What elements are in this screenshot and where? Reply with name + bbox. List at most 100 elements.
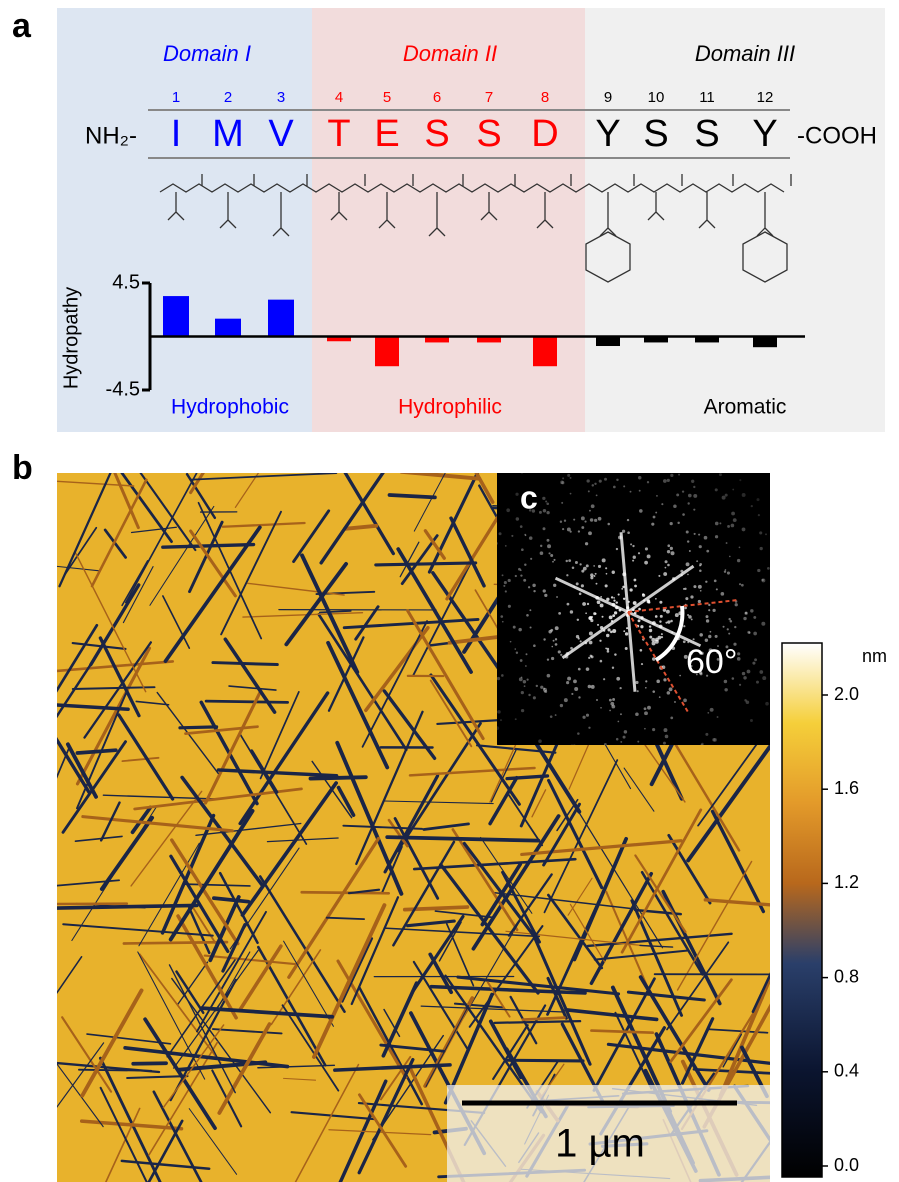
fft-speckle — [652, 728, 655, 731]
bar — [163, 296, 189, 336]
fft-speckle — [661, 503, 663, 505]
fft-speckle — [584, 521, 586, 523]
fft-speckle — [612, 614, 615, 617]
fft-speckle — [772, 505, 776, 509]
fft-speckle — [540, 686, 543, 689]
residue-letter: S — [643, 113, 668, 155]
fft-speckle — [691, 618, 693, 620]
fft-speckle — [590, 518, 593, 521]
fft-speckle — [588, 490, 590, 492]
fft-speckle — [753, 616, 756, 619]
fft-speckle — [596, 494, 598, 496]
fft-speckle — [577, 732, 579, 734]
residue-letter: V — [268, 113, 294, 155]
fft-speckle — [670, 522, 673, 525]
fft-speckle — [655, 462, 658, 465]
fft-speckle — [693, 638, 695, 640]
fft-speckle — [548, 630, 551, 633]
residue-letter: I — [171, 113, 182, 155]
fft-speckle — [744, 612, 747, 615]
fft-speckle — [594, 613, 596, 615]
fft-speckle — [687, 614, 689, 616]
fft-speckle — [504, 581, 507, 584]
fft-speckle — [659, 440, 663, 444]
fft-speckle — [543, 527, 546, 530]
fft-speckle — [725, 569, 727, 571]
fft-speckle — [581, 526, 584, 529]
fft-speckle — [653, 516, 656, 519]
fft-speckle — [780, 524, 782, 526]
fft-speckle — [710, 708, 714, 712]
fft-speckle — [553, 584, 556, 587]
fft-speckle — [580, 640, 582, 642]
fft-speckle — [520, 569, 522, 571]
fft-speckle — [719, 473, 722, 476]
afm-gap — [302, 892, 389, 893]
fft-speckle — [570, 477, 572, 479]
fft-speckle — [560, 654, 562, 656]
fft-speckle — [630, 491, 632, 493]
fft-speckle — [640, 625, 643, 628]
fft-speckle — [623, 736, 626, 739]
fft-speckle — [667, 550, 670, 553]
fft-speckle — [593, 470, 596, 473]
fft-speckle — [596, 699, 598, 701]
y-axis-label: Hydropathy — [60, 287, 82, 389]
fft-speckle — [607, 650, 610, 653]
fft-speckle — [727, 628, 729, 630]
fft-speckle — [667, 564, 670, 567]
afm-gap — [180, 727, 217, 728]
panel-label: a — [12, 7, 32, 45]
fft-speckle — [640, 649, 643, 652]
fft-speckle — [727, 571, 730, 574]
fft-speckle — [665, 560, 668, 563]
fft-speckle — [600, 707, 602, 709]
fft-speckle — [544, 690, 547, 693]
bar — [596, 337, 620, 347]
fft-speckle — [574, 687, 578, 691]
fft-speckle — [605, 567, 607, 569]
fft-speckle — [729, 556, 731, 558]
fft-speckle — [713, 738, 717, 742]
fft-speckle — [540, 551, 544, 555]
fft-speckle — [616, 738, 619, 741]
fft-speckle — [625, 632, 628, 635]
fft-speckle — [609, 699, 612, 702]
fft-speckle — [735, 603, 738, 606]
fft-speckle — [674, 701, 676, 703]
fft-speckle — [691, 480, 694, 483]
fft-speckle — [728, 633, 730, 635]
fft-speckle — [647, 706, 651, 710]
fft-speckle — [638, 619, 641, 622]
fft-speckle — [607, 628, 610, 631]
fft-speckle — [673, 505, 677, 509]
fft-speckle — [564, 520, 566, 522]
residue-number: 4 — [335, 89, 343, 106]
fft-speckle — [693, 494, 697, 498]
fft-speckle — [725, 494, 728, 497]
fft-speckle — [611, 705, 615, 709]
fft-speckle — [604, 478, 607, 481]
fft-speckle — [566, 574, 568, 576]
fft-speckle — [546, 502, 549, 505]
domain-bg — [585, 8, 885, 432]
fft-speckle — [567, 603, 570, 606]
fft-speckle — [730, 620, 733, 623]
afm-gap — [213, 663, 277, 665]
fft-speckle — [501, 674, 504, 677]
fft-speckle — [642, 593, 644, 595]
fft-speckle — [699, 565, 701, 567]
fft-speckle — [800, 559, 803, 562]
fft-speckle — [664, 728, 668, 732]
fft-speckle — [606, 573, 608, 575]
panel-b: b c 60° 1 µm nm 0.00.40.81.21.62.0 — [8, 424, 887, 1182]
fft-speckle — [683, 698, 687, 702]
fft-speckle — [575, 561, 578, 564]
fft-speckle — [678, 474, 680, 476]
fft-speckle — [659, 620, 661, 622]
fft-speckle — [617, 721, 619, 723]
fft-speckle — [588, 727, 590, 729]
fft-speckle — [521, 677, 523, 679]
fft-speckle — [528, 694, 530, 696]
fft-speckle — [742, 672, 745, 675]
